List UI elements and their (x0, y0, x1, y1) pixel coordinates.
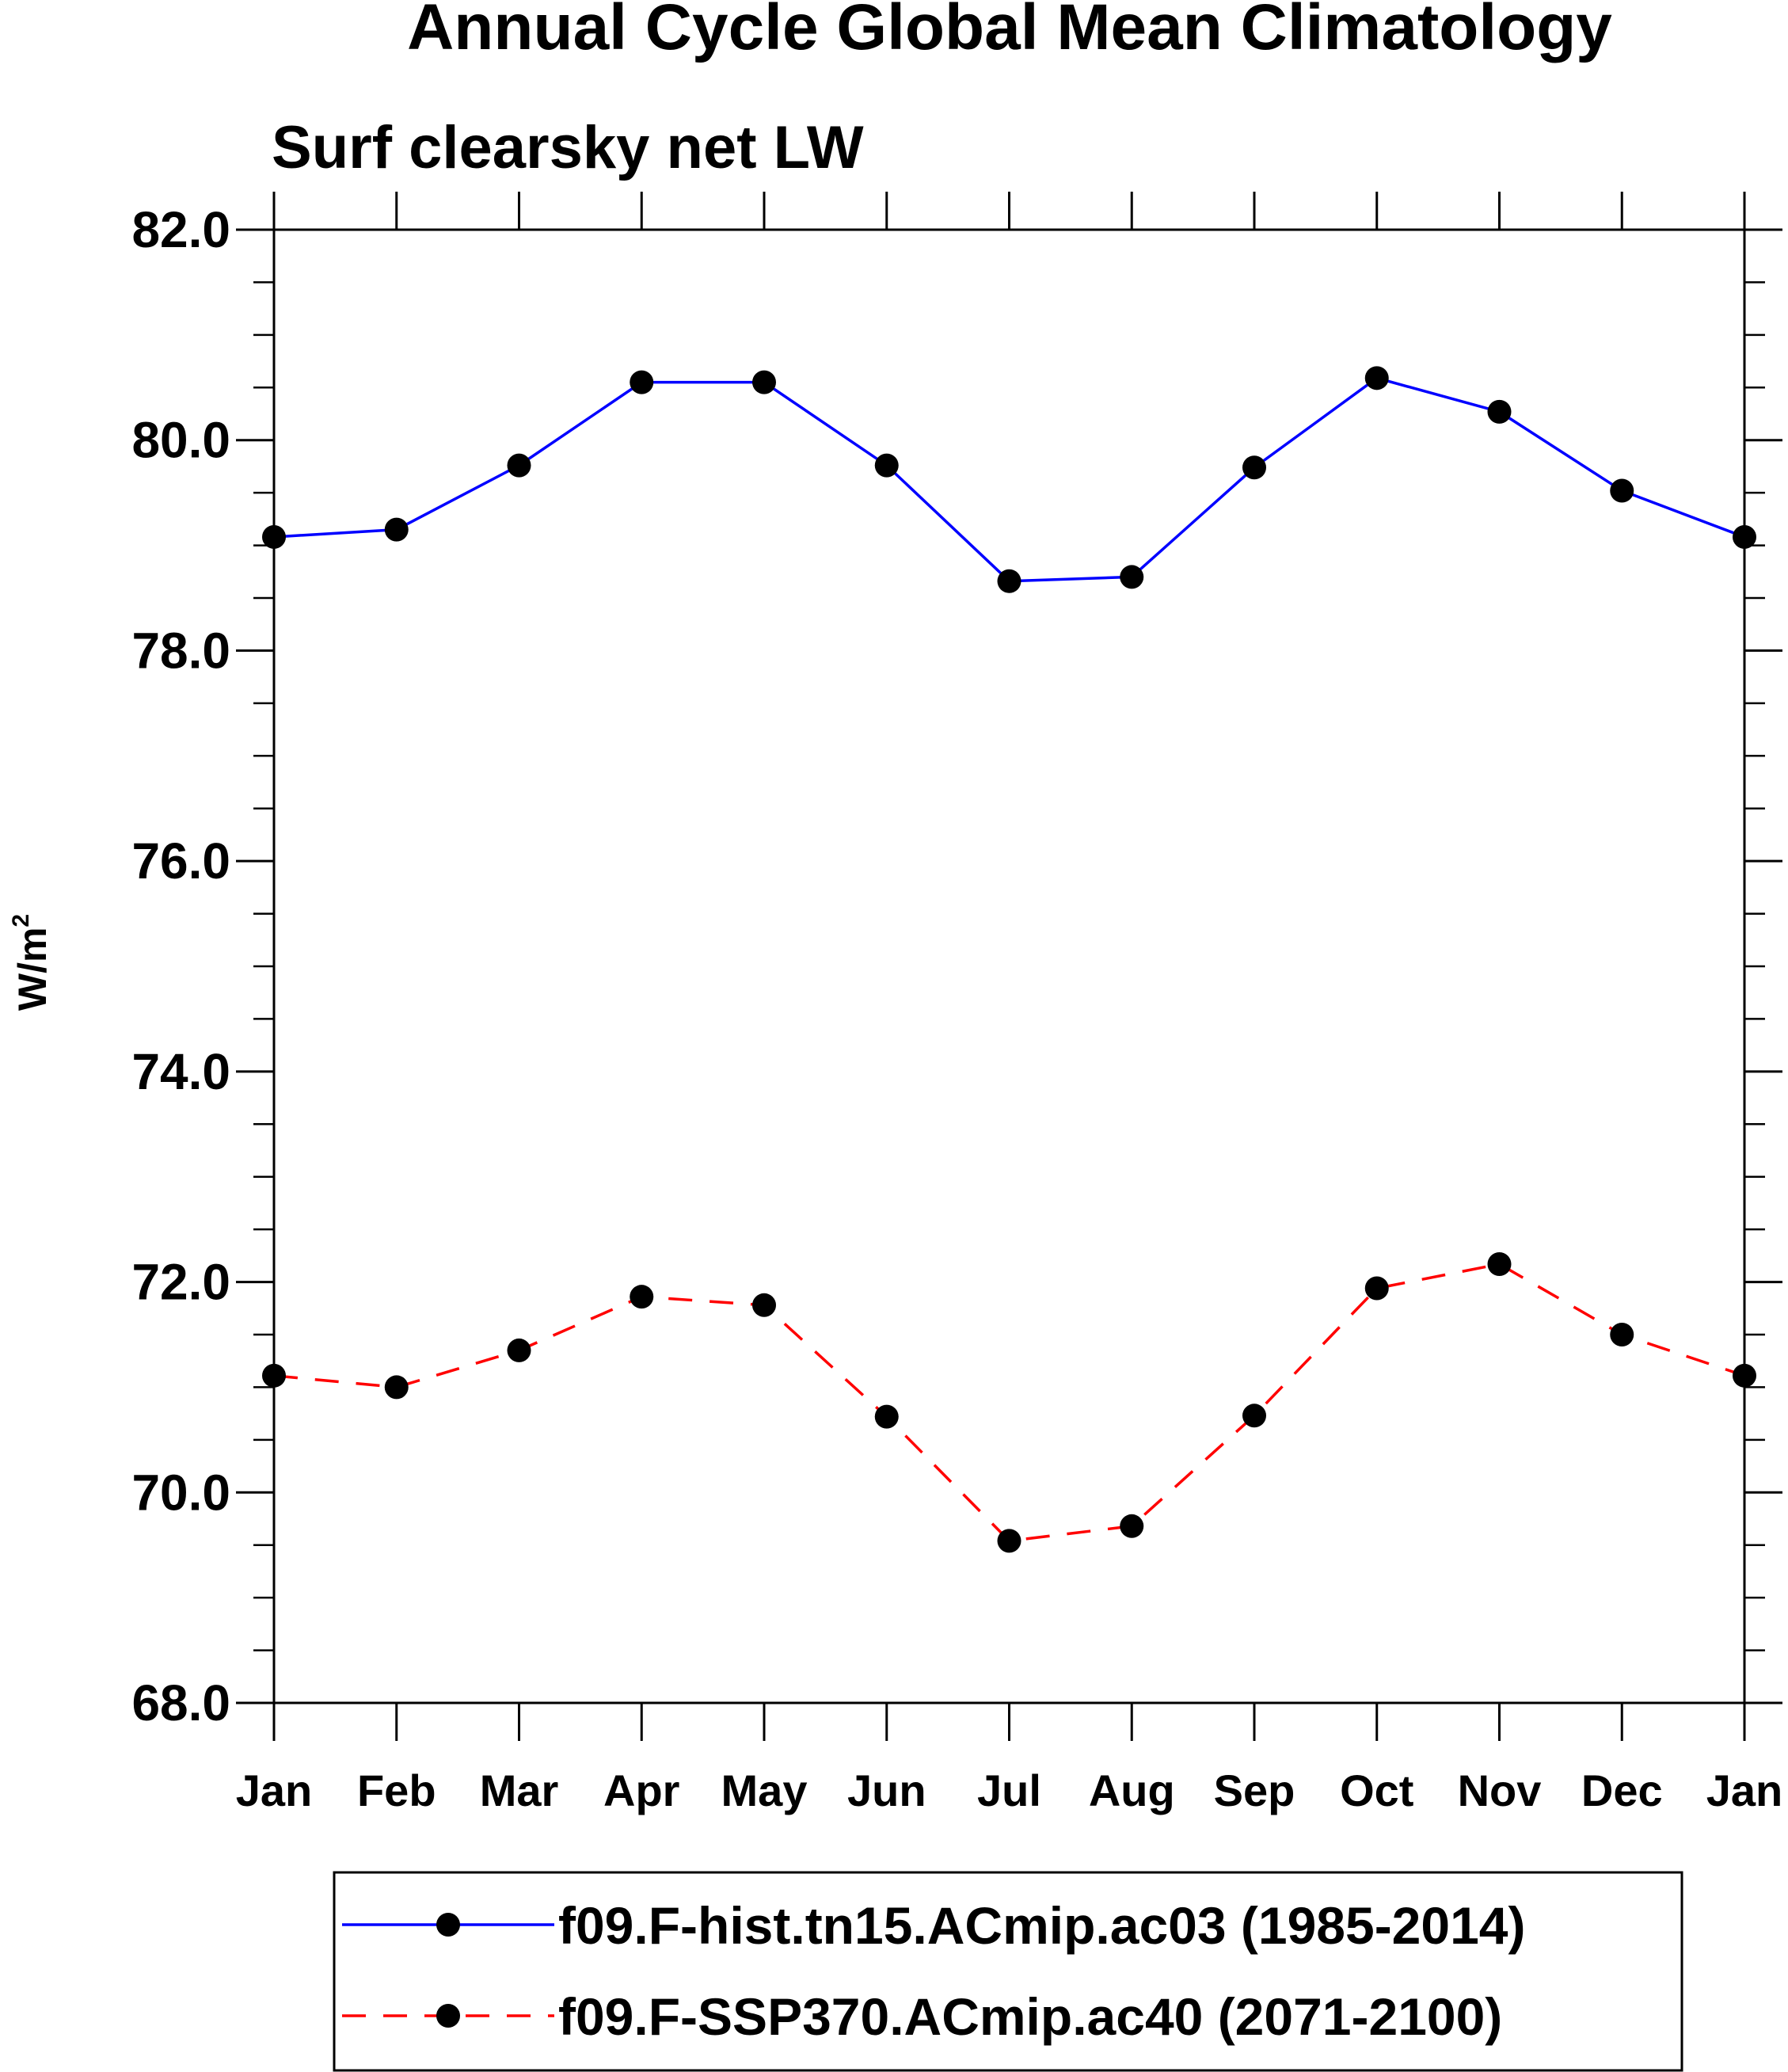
legend-label-1: f09.F-hist.tn15.ACmip.ac03 (1985-2014) (558, 1896, 1525, 1955)
chart-title: Annual Cycle Global Mean Climatology (407, 0, 1612, 63)
x-tick-label: Jan (1706, 1765, 1783, 1815)
series-2-point (1120, 1514, 1144, 1538)
y-minor-ticks (253, 281, 1765, 1651)
series-1-point (874, 453, 899, 478)
y-tick-label: 78.0 (131, 622, 230, 679)
y-tick-label: 80.0 (131, 412, 230, 469)
series-line-1 (273, 376, 1745, 583)
series-1-point (997, 569, 1021, 593)
series-line-2 (273, 1263, 1745, 1543)
x-tick-label: Aug (1089, 1765, 1175, 1815)
series-1-point (384, 517, 409, 542)
series-2-point (384, 1375, 409, 1400)
plot-frame (272, 228, 1746, 1704)
x-tick-label: Dec (1581, 1765, 1663, 1815)
series-2-point (997, 1529, 1021, 1553)
x-tick-label: Nov (1458, 1765, 1542, 1815)
series-1-point (1733, 524, 1756, 549)
x-tick-label: Apr (603, 1765, 679, 1815)
series-2-point (874, 1404, 899, 1429)
series-2-point (262, 1363, 286, 1388)
series-layer (262, 366, 1756, 1553)
x-axis: Jan Feb Mar Apr May Jun Jul Aug Sep Oct Nov Dec Jan (236, 192, 1783, 1815)
series-2-point (507, 1338, 531, 1362)
series-2-point (1364, 1276, 1389, 1301)
x-tick-label: Mar (480, 1765, 559, 1815)
y-tick-label: 70.0 (131, 1464, 230, 1521)
y-tick-label: 76.0 (131, 832, 230, 889)
x-tick-label: Jan (236, 1765, 313, 1815)
x-tick-label: Oct (1340, 1765, 1413, 1815)
series-2-point (752, 1293, 776, 1317)
series-1-point (1364, 366, 1389, 390)
legend-label-2: f09.F-SSP370.ACmip.ac40 (2071-2100) (558, 1987, 1502, 2046)
x-tick-label: Feb (357, 1765, 436, 1815)
series-1-point (1610, 478, 1634, 503)
series-2-point (630, 1285, 654, 1309)
legend-marker-1 (436, 1913, 460, 1937)
series-1-point (752, 370, 776, 394)
y-axis-label: W/m2 (8, 914, 55, 1011)
series-1-point (507, 453, 531, 478)
series-1-point (630, 370, 654, 394)
series-1-point (1120, 565, 1144, 589)
legend-box (333, 1871, 1683, 2072)
y-tick-label: 72.0 (131, 1254, 230, 1311)
series-2-point (1610, 1323, 1634, 1346)
x-tick-label: Jun (847, 1765, 926, 1815)
y-tick-label: 68.0 (131, 1674, 230, 1731)
y-tick-label: 82.0 (131, 201, 230, 258)
series-1-point (262, 524, 286, 549)
x-tick-label: May (721, 1765, 808, 1815)
y-axis: 68.0 70.0 72.0 74.0 76.0 78.0 80.0 82.0 (131, 201, 1782, 1731)
legend-entries: f09.F-hist.tn15.ACmip.ac03 (1985-2014) f0… (342, 1896, 1525, 2046)
series-2-point (1242, 1404, 1266, 1428)
series-1-point (1487, 399, 1512, 424)
x-tick-label: Jul (977, 1765, 1041, 1815)
x-tick-label: Sep (1214, 1765, 1295, 1815)
series-1-point (1242, 455, 1266, 480)
legend-marker-2 (436, 2004, 460, 2028)
series-2-point (1733, 1363, 1756, 1388)
series-2-point (1487, 1251, 1512, 1276)
y-tick-label: 74.0 (131, 1043, 230, 1100)
chart-subtitle: Surf clearsky net LW (272, 114, 864, 181)
legend: f09.F-hist.tn15.ACmip.ac03 (1985-2014) f0… (333, 1871, 1683, 2072)
